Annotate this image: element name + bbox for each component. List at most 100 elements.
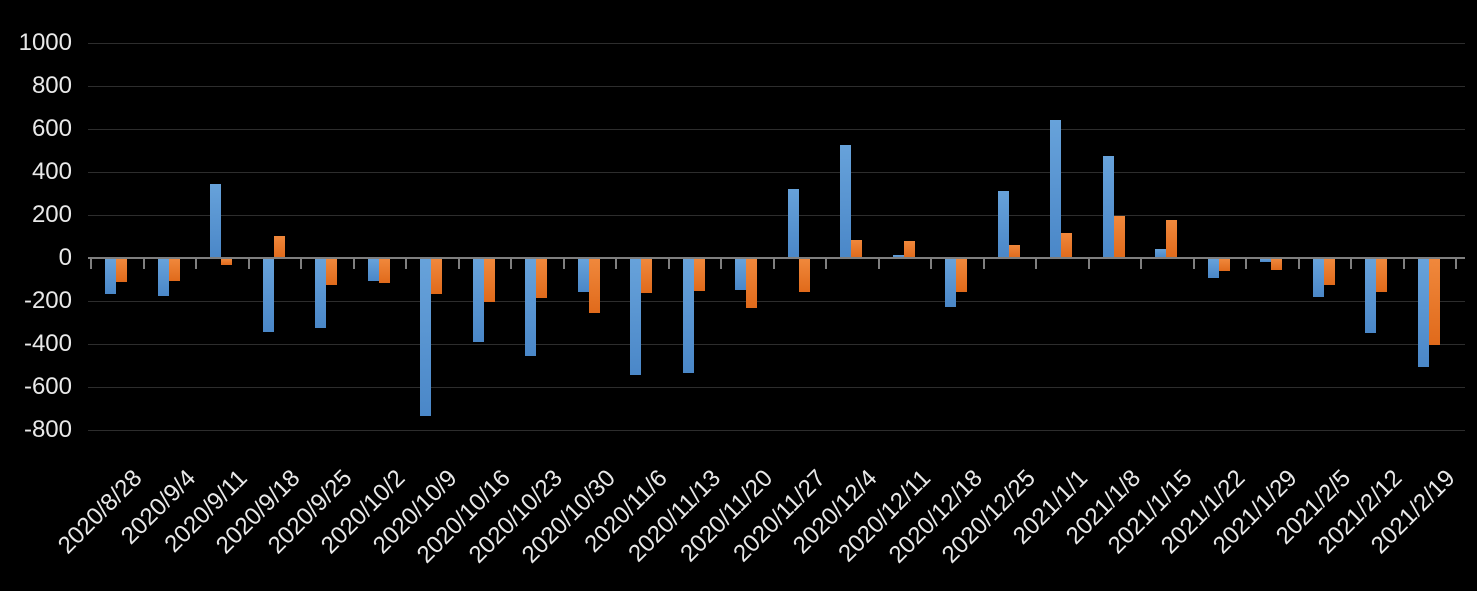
bar-series-1-blue-2020-11-20 [735,259,746,290]
bar-series-2-orange-2021-1-1 [1061,233,1072,258]
bar-series-1-blue-2020-11-6 [630,259,641,375]
gridline [88,387,1465,388]
x-axis-tick [195,259,197,269]
x-axis-tick [90,259,92,269]
x-axis-tick [1403,259,1405,269]
gridline [88,301,1465,302]
x-axis-tick [1035,259,1037,269]
bar-series-1-blue-2020-10-2 [368,259,379,281]
x-axis-tick [668,259,670,269]
bar-series-1-blue-2021-1-15 [1155,249,1166,258]
bar-series-2-orange-2020-10-16 [484,259,495,302]
x-axis-tick [300,259,302,269]
bar-series-2-orange-2020-12-11 [904,241,915,258]
gridline [88,172,1465,173]
gridline [88,344,1465,345]
x-axis-tick [878,259,880,269]
bar-series-1-blue-2020-10-9 [420,259,431,416]
bar-series-1-blue-2021-1-29 [1260,259,1271,262]
x-axis-tick [773,259,775,269]
x-axis-tick [143,259,145,269]
bar-series-1-blue-2020-12-4 [840,145,851,258]
bar-series-2-orange-2021-2-19 [1429,259,1440,345]
bar-series-1-blue-2020-9-25 [315,259,326,328]
bar-series-1-blue-2020-9-18 [263,259,274,332]
bar-series-1-blue-2020-12-18 [945,259,956,307]
bar-series-1-blue-2021-1-22 [1208,259,1219,278]
x-axis-tick [1140,259,1142,269]
gridline [88,129,1465,130]
y-tick-label: 200 [31,201,72,228]
bar-series-2-orange-2021-1-29 [1271,259,1282,270]
bar-series-2-orange-2020-12-18 [956,259,967,292]
y-tick-label: -600 [23,373,72,400]
x-axis-tick [1245,259,1247,269]
bar-series-2-orange-2020-9-18 [274,236,285,258]
bar-series-2-orange-2020-11-6 [641,259,652,293]
x-axis-tick [615,259,617,269]
bar-series-1-blue-2021-2-5 [1313,259,1324,297]
gridline [88,43,1465,44]
y-tick-label: 400 [31,158,72,185]
x-axis-tick [720,259,722,269]
bar-series-1-blue-2020-10-16 [473,259,484,342]
x-axis-tick [825,259,827,269]
bar-series-2-orange-2020-9-11 [221,259,232,265]
y-tick-label: -800 [23,416,72,443]
bar-series-2-orange-2020-9-4 [169,259,180,281]
bar-series-2-orange-2020-12-25 [1009,245,1020,258]
bar-series-1-blue-2020-12-11 [893,255,904,258]
bar-series-2-orange-2020-10-23 [536,259,547,298]
bar-series-2-orange-2020-11-27 [799,259,810,292]
bar-series-2-orange-2020-9-25 [326,259,337,285]
x-axis-tick [405,259,407,269]
x-axis-tick [1455,259,1457,269]
x-axis-tick [248,259,250,269]
y-tick-label: 600 [31,115,72,142]
bar-series-2-orange-2021-2-12 [1376,259,1387,292]
x-axis-tick [930,259,932,269]
bar-series-2-orange-2020-10-9 [431,259,442,294]
bar-series-1-blue-2020-12-25 [998,191,1009,258]
bar-series-1-blue-2020-10-23 [525,259,536,356]
y-tick-label: 800 [31,72,72,99]
bar-series-2-orange-2021-1-15 [1166,220,1177,258]
gridline [88,430,1465,431]
bar-series-2-orange-2021-2-5 [1324,259,1335,285]
bar-series-2-orange-2020-12-4 [851,240,862,258]
bar-series-2-orange-2020-10-2 [379,259,390,283]
bar-series-1-blue-2020-10-30 [578,259,589,292]
bar-series-1-blue-2021-2-12 [1365,259,1376,333]
x-axis-line [88,257,1465,259]
bar-series-1-blue-2021-1-8 [1103,156,1114,258]
bar-series-1-blue-2020-8-28 [105,259,116,294]
x-axis-tick [510,259,512,269]
y-tick-label: -200 [23,287,72,314]
bar-series-1-blue-2020-11-13 [683,259,694,373]
bar-series-1-blue-2021-1-1 [1050,120,1061,258]
x-axis-tick [1350,259,1352,269]
x-axis-tick [983,259,985,269]
bar-series-2-orange-2020-10-30 [589,259,600,313]
x-axis-tick [1298,259,1300,269]
y-tick-label: 0 [58,244,72,271]
bar-series-2-orange-2021-1-8 [1114,216,1125,258]
bar-series-2-orange-2020-11-13 [694,259,705,291]
bar-series-1-blue-2021-2-19 [1418,259,1429,367]
bar-series-1-blue-2020-9-11 [210,184,221,258]
bar-series-2-orange-2020-11-20 [746,259,757,308]
bar-series-2-orange-2020-8-28 [116,259,127,282]
x-axis-tick [1088,259,1090,269]
x-axis-tick [353,259,355,269]
x-axis-tick [563,259,565,269]
y-tick-label: -400 [23,330,72,357]
gridline [88,86,1465,87]
y-tick-label: 1000 [18,29,72,56]
x-axis-tick [1193,259,1195,269]
bar-series-1-blue-2020-11-27 [788,189,799,258]
gridline [88,215,1465,216]
bar-series-1-blue-2020-9-4 [158,259,169,296]
x-axis-tick [458,259,460,269]
bar-series-2-orange-2021-1-22 [1219,259,1230,271]
